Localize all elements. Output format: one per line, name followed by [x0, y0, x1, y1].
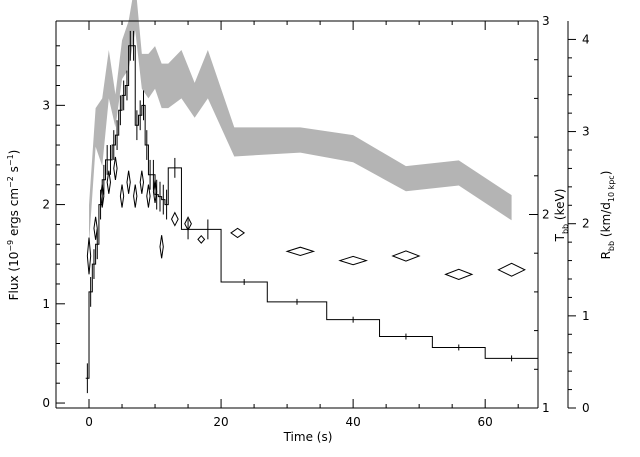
radius-diamond — [159, 235, 164, 259]
x-tick-label: 40 — [345, 415, 360, 429]
temperature-tick-label: 3 — [542, 14, 550, 28]
radius-diamond — [100, 184, 105, 208]
flux-tick-label: 2 — [42, 198, 50, 212]
flux-histogram — [85, 45, 538, 379]
radius-diamond — [133, 184, 138, 208]
radius-tick-label: 0 — [582, 401, 590, 415]
flux-tick-label: 3 — [42, 98, 50, 112]
radius-diamond — [285, 246, 316, 257]
axes-layer: 0 20 40 60 0 1 2 3 1 2 3 0 1 2 3 4 — [42, 14, 589, 429]
flux-histogram-layer — [85, 30, 538, 394]
x-tick-label: 20 — [213, 415, 228, 429]
radius-diamond — [230, 227, 246, 239]
x-axis-title: Time (s) — [283, 430, 333, 444]
radius-diamond — [146, 184, 151, 208]
x-tick-label: 60 — [478, 415, 493, 429]
temperature-band-layer — [89, 0, 512, 244]
radius-diamond — [391, 250, 421, 262]
flux-tick-label: 1 — [42, 297, 50, 311]
radius-diamond — [338, 255, 368, 266]
radius-diamond — [152, 179, 158, 204]
radius-diamond — [139, 170, 144, 194]
y-axis-title-radius: Rbb (km/d10 kpc) — [599, 171, 616, 260]
temperature-band — [89, 0, 512, 244]
radius-diamond — [126, 170, 131, 194]
radius-tick-label: 4 — [582, 32, 590, 46]
radius-diamond — [197, 234, 206, 244]
radius-diamond — [184, 216, 192, 232]
radius-diamond — [497, 262, 526, 277]
temperature-tick-label: 2 — [542, 208, 550, 222]
radius-tick-label: 2 — [582, 217, 590, 231]
radius-diamond — [113, 156, 118, 181]
y-axis-title-temperature: Tbb (keV) — [553, 189, 570, 243]
x-tick-label: 0 — [85, 415, 93, 429]
radius-points-layer — [86, 156, 526, 280]
radius-diamond — [106, 170, 111, 194]
radius-diamond — [86, 237, 92, 275]
radius-diamond — [170, 211, 179, 227]
radius-diamond — [444, 268, 474, 280]
temperature-tick-label: 1 — [542, 401, 550, 415]
radius-tick-label: 1 — [582, 309, 590, 323]
y-axis-title-flux: Flux (10−9 ergs cm−2 s−1) — [6, 150, 21, 301]
radius-diamond — [93, 216, 98, 240]
flux-tick-label: 0 — [42, 396, 50, 410]
radius-tick-label: 3 — [582, 125, 590, 139]
radius-diamond — [119, 184, 125, 208]
